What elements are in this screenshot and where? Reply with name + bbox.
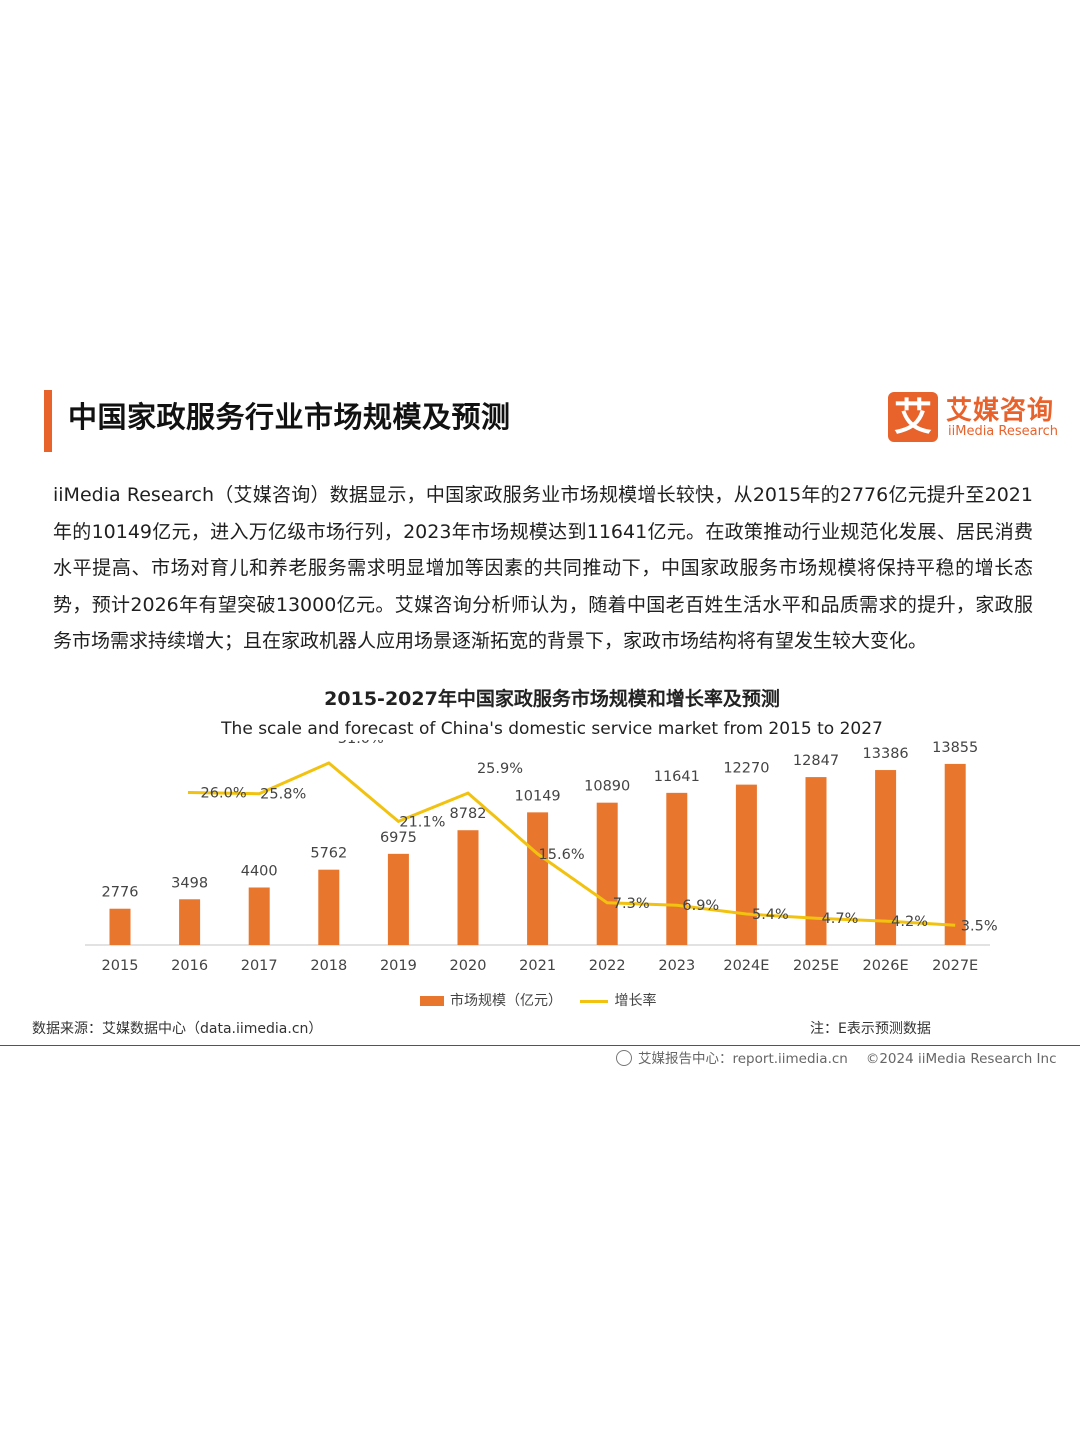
bar-value-label: 10890 xyxy=(584,779,630,795)
x-tick-label: 2022 xyxy=(589,958,626,974)
bar-value-label: 13855 xyxy=(932,740,978,756)
growth-rate-label: 5.4% xyxy=(752,907,789,923)
x-tick-label: 2018 xyxy=(310,958,347,974)
bar-value-label: 3498 xyxy=(171,875,208,891)
bar xyxy=(109,908,131,945)
bar-value-label: 12270 xyxy=(723,761,769,777)
growth-rate-label: 26.0% xyxy=(201,786,247,802)
bar-value-label: 10149 xyxy=(515,788,561,804)
bar xyxy=(596,802,618,945)
market-size-chart: 2776 2015 3498 2016 4400 2017 5762 2018 6975 2019… xyxy=(85,740,998,974)
bar-value-label: 11641 xyxy=(654,769,700,785)
bar-value-label: 8782 xyxy=(450,806,487,822)
growth-rate-label: 21.1% xyxy=(399,814,445,830)
bar-value-label: 12847 xyxy=(793,753,839,769)
legend-bar-swatch xyxy=(420,996,444,1006)
growth-rate-label: 15.6% xyxy=(539,847,585,863)
bar xyxy=(944,763,966,945)
x-tick-label: 2027E xyxy=(932,958,978,974)
copyright: ©2024 iiMedia Research Inc xyxy=(865,1051,1057,1067)
bar xyxy=(248,887,270,945)
data-source: 数据来源：艾媒数据中心（data.iimedia.cn） xyxy=(32,1021,323,1037)
bar-value-label: 4400 xyxy=(241,863,278,879)
bar xyxy=(387,853,409,945)
legend-item-growth-rate: 增长率 xyxy=(580,990,656,1010)
logo-mark: 艾 xyxy=(888,392,938,442)
bar-value-label: 13386 xyxy=(863,746,909,762)
globe-icon xyxy=(616,1050,632,1066)
growth-rate-label: 7.3% xyxy=(613,896,650,912)
x-tick-label: 2017 xyxy=(241,958,278,974)
chart-subtitle: The scale and forecast of China's domest… xyxy=(221,719,883,739)
growth-rate-label: 4.7% xyxy=(822,911,859,927)
logo-name-en: iiMedia Research xyxy=(948,424,1059,439)
growth-rate-label: 3.5% xyxy=(961,918,998,934)
footer: 艾媒报告中心：report.iimedia.cn ©2024 iiMedia Re… xyxy=(616,1047,1057,1067)
bar xyxy=(805,777,827,945)
bar-value-label: 6975 xyxy=(380,830,417,846)
bar xyxy=(875,770,897,945)
x-tick-label: 2015 xyxy=(102,958,139,974)
growth-rate-line xyxy=(188,761,956,927)
chart-legend: 市场规模（亿元） 增长率 xyxy=(420,990,670,1010)
bar-value-label: 5762 xyxy=(310,846,347,862)
growth-rate-label: 6.9% xyxy=(682,898,719,914)
iimedia-logo: 艾 艾媒咨询 iiMedia Research xyxy=(888,392,1068,444)
x-tick-label: 2024E xyxy=(723,958,769,974)
growth-rate-label: 31.0% xyxy=(338,740,384,747)
legend-label-market-size: 市场规模（亿元） xyxy=(450,993,562,1009)
x-tick-label: 2021 xyxy=(519,958,556,974)
x-tick-label: 2016 xyxy=(171,958,208,974)
report-site: 艾媒报告中心：report.iimedia.cn xyxy=(638,1051,848,1067)
growth-rate-label: 4.2% xyxy=(891,914,928,930)
x-tick-label: 2019 xyxy=(380,958,417,974)
bar xyxy=(527,812,549,945)
x-tick-label: 2023 xyxy=(658,958,695,974)
growth-rate-label: 25.8% xyxy=(260,787,306,803)
forecast-note: 注：E表示预测数据 xyxy=(810,1021,931,1037)
legend-line-swatch xyxy=(580,999,609,1003)
x-tick-label: 2026E xyxy=(863,958,909,974)
bar xyxy=(457,830,479,945)
bar xyxy=(318,869,340,945)
bar xyxy=(735,784,757,945)
bar xyxy=(666,792,688,945)
body-paragraph: iiMedia Research（艾媒咨询）数据显示，中国家政服务业市场规模增长… xyxy=(53,484,1033,653)
footer-divider xyxy=(0,1045,1080,1046)
title-accent-bar xyxy=(44,390,52,452)
bar xyxy=(179,899,201,945)
legend-item-market-size: 市场规模（亿元） xyxy=(420,990,562,1010)
chart-title: 2015-2027年中国家政服务市场规模和增长率及预测 xyxy=(324,688,780,710)
page-title: 中国家政服务行业市场规模及预测 xyxy=(68,400,511,434)
logo-name-cn: 艾媒咨询 xyxy=(946,396,1055,426)
bar-value-label: 2776 xyxy=(102,885,139,901)
legend-label-growth-rate: 增长率 xyxy=(614,993,657,1009)
x-tick-label: 2025E xyxy=(793,958,839,974)
x-tick-label: 2020 xyxy=(450,958,487,974)
growth-rate-label: 25.9% xyxy=(477,761,523,777)
